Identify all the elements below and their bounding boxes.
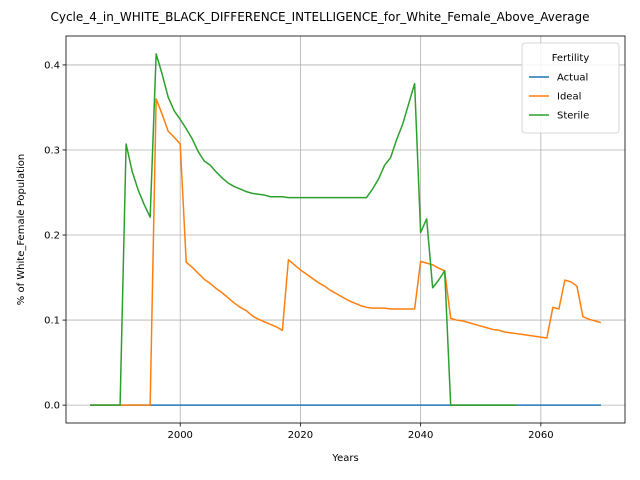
y-tick-label: 0.0 <box>44 401 60 412</box>
chart-title: Cycle_4_in_WHITE_BLACK_DIFFERENCE_INTELL… <box>50 10 589 24</box>
legend-box <box>521 42 620 134</box>
plot-frame <box>65 35 626 424</box>
y-tick-label: 0.2 <box>44 231 60 242</box>
series-line-sterile <box>90 53 517 406</box>
y-axis-ticks: 0.0 0.1 0.2 0.3 0.4 <box>44 60 66 412</box>
y-tick-label: 0.1 <box>44 316 60 327</box>
x-tick-label: 2040 <box>408 430 433 441</box>
series-lines <box>90 53 602 406</box>
y-axis-label: % of White_Female Population <box>16 154 27 305</box>
x-axis-label: Years <box>331 453 358 464</box>
legend-items: Actual Ideal Sterile <box>529 73 589 122</box>
x-axis-ticks: 2000 2020 2040 2060 <box>167 423 554 441</box>
legend-label-ideal: Ideal <box>557 92 581 103</box>
legend-label-sterile: Sterile <box>557 111 589 122</box>
legend-label-actual: Actual <box>557 73 588 84</box>
legend-title: Fertility <box>552 53 590 64</box>
legend: Fertility Actual Ideal Sterile <box>521 42 620 134</box>
x-tick-label: 2000 <box>167 430 192 441</box>
y-tick-label: 0.4 <box>44 60 60 71</box>
y-tick-label: 0.3 <box>44 145 60 156</box>
series-line-ideal <box>90 98 602 406</box>
x-tick-label: 2060 <box>528 430 553 441</box>
x-tick-label: 2020 <box>288 430 313 441</box>
